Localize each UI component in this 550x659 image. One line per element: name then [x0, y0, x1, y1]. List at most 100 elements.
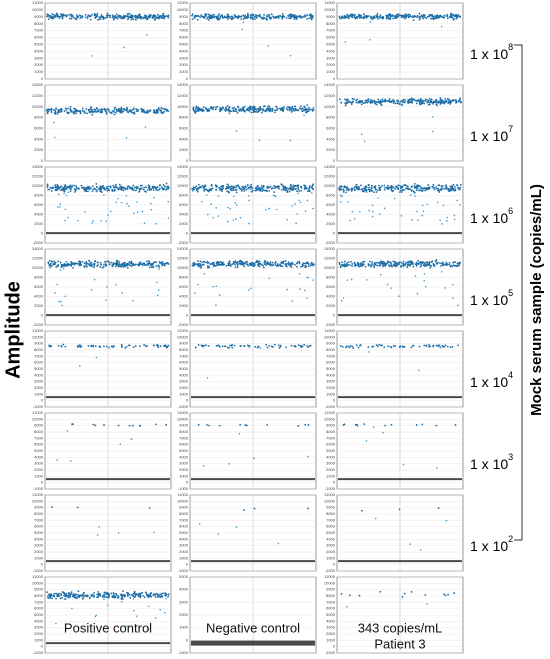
droplet — [233, 262, 236, 265]
droplet — [338, 263, 341, 266]
droplet — [240, 18, 243, 20]
droplet — [441, 187, 444, 190]
droplet — [232, 109, 235, 112]
y-tick-label: 4000 — [34, 454, 44, 459]
y-tick-label: 12000 — [177, 174, 189, 179]
droplet — [395, 264, 398, 266]
y-tick-label: 11000 — [32, 410, 44, 415]
droplet — [307, 190, 310, 192]
droplet — [277, 264, 280, 267]
droplet — [50, 260, 53, 263]
droplet — [457, 344, 460, 347]
droplet — [47, 13, 49, 16]
droplet — [64, 295, 67, 298]
droplet — [269, 185, 272, 188]
droplet — [191, 264, 194, 267]
droplet — [248, 263, 251, 265]
droplet — [208, 109, 211, 112]
droplet — [293, 263, 296, 266]
droplet — [241, 263, 244, 266]
droplet — [361, 264, 364, 267]
droplet — [94, 16, 97, 19]
droplet — [396, 102, 399, 105]
droplet — [162, 183, 165, 186]
droplet — [410, 590, 413, 593]
y-tick-label: 5000 — [179, 448, 189, 453]
droplet — [100, 185, 103, 188]
droplet — [251, 261, 253, 264]
droplet — [297, 261, 299, 264]
y-tick-label: -2000 — [33, 240, 44, 245]
droplet — [108, 16, 111, 19]
y-tick-label: 3000 — [34, 461, 44, 466]
droplet — [235, 110, 238, 113]
droplet — [131, 16, 134, 19]
droplet — [206, 377, 209, 379]
droplet — [419, 100, 422, 103]
droplet — [201, 261, 204, 264]
droplet — [135, 108, 138, 110]
droplet — [444, 187, 447, 189]
droplet — [224, 16, 227, 19]
droplet — [138, 596, 141, 598]
droplet — [90, 265, 92, 268]
droplet — [224, 110, 227, 112]
droplet — [440, 102, 443, 105]
droplet — [86, 595, 89, 598]
droplet — [46, 186, 49, 189]
droplet — [297, 344, 300, 347]
droplet — [419, 189, 422, 192]
droplet — [122, 595, 125, 597]
y-tick-label: 0 — [41, 644, 44, 649]
droplet — [163, 188, 166, 191]
droplet — [130, 110, 132, 113]
droplet — [378, 213, 381, 215]
droplet — [297, 186, 300, 189]
droplet — [418, 12, 421, 15]
droplet — [73, 184, 76, 187]
droplet — [236, 17, 239, 20]
droplet — [108, 110, 110, 112]
droplet — [381, 100, 384, 103]
droplet — [378, 186, 381, 189]
droplet — [147, 595, 150, 598]
droplet — [409, 194, 412, 196]
droplet — [395, 15, 398, 18]
droplet — [215, 188, 218, 191]
droplet — [74, 109, 77, 112]
droplet — [248, 107, 251, 110]
droplet — [122, 108, 125, 111]
droplet — [231, 15, 234, 18]
droplet — [279, 345, 282, 348]
droplet — [128, 185, 131, 188]
droplet — [385, 17, 388, 20]
droplet — [281, 260, 284, 263]
droplet — [265, 209, 267, 211]
droplet — [459, 100, 462, 103]
droplet — [308, 17, 310, 20]
y-tick-label: 3000 — [179, 461, 189, 466]
droplet — [255, 189, 258, 192]
droplet — [424, 100, 427, 103]
droplet — [268, 105, 271, 107]
droplet — [456, 199, 458, 202]
droplet — [285, 346, 287, 349]
droplet — [392, 260, 395, 263]
droplet — [215, 206, 218, 209]
droplet — [411, 185, 414, 188]
droplet — [368, 189, 371, 191]
droplet — [191, 13, 194, 16]
droplet — [432, 130, 434, 133]
droplet — [105, 111, 108, 114]
droplet — [63, 598, 66, 601]
droplet — [370, 187, 373, 190]
droplet — [62, 16, 64, 18]
droplet — [447, 593, 449, 596]
droplet — [364, 99, 367, 102]
droplet — [418, 189, 420, 192]
droplet — [117, 197, 119, 200]
negative-band — [338, 478, 462, 481]
droplet — [376, 345, 379, 348]
droplet — [98, 18, 101, 21]
droplet — [117, 108, 120, 110]
